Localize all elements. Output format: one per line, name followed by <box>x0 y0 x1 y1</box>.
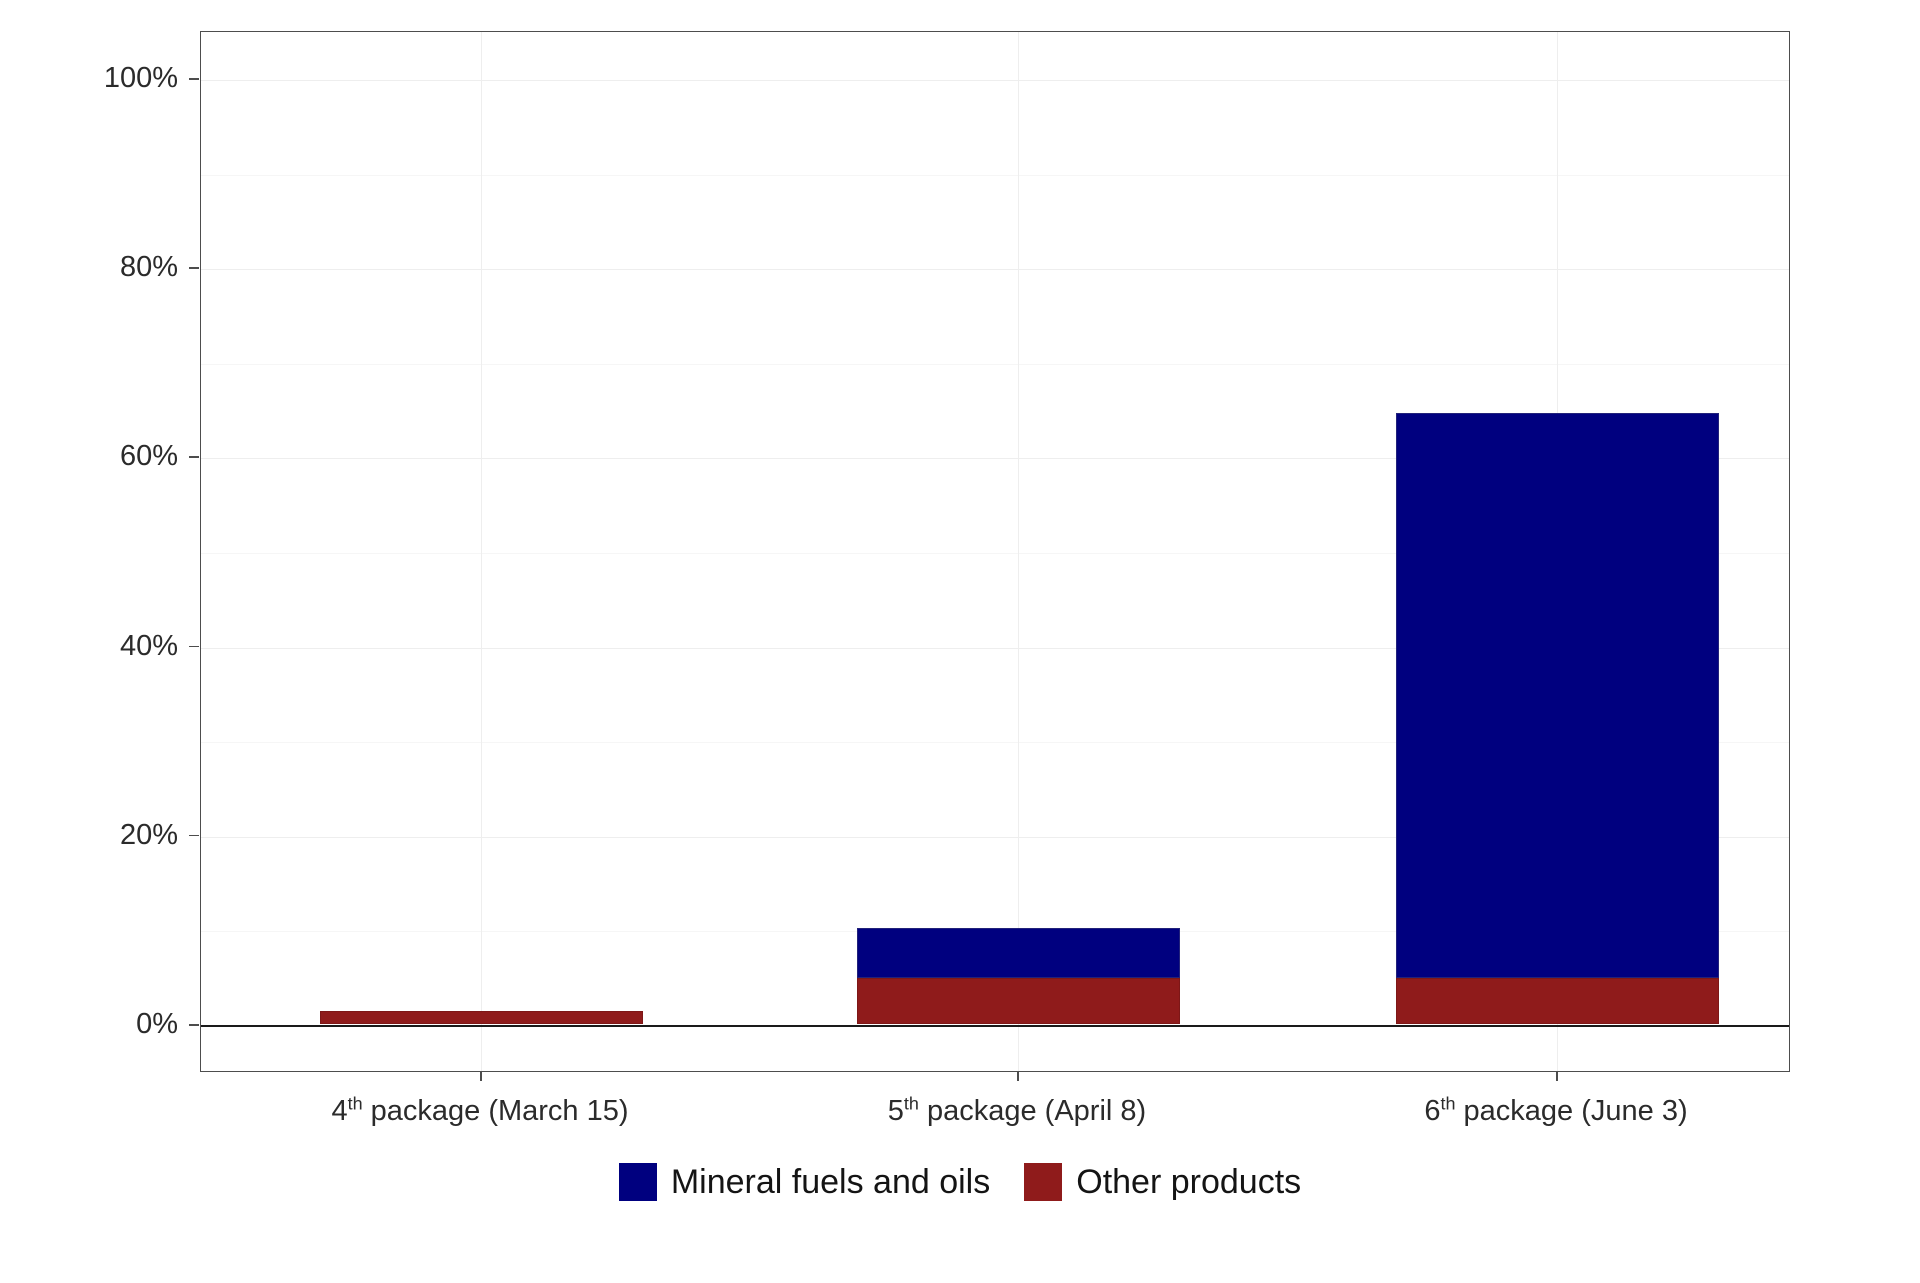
bar-stack[interactable] <box>319 1010 643 1024</box>
legend-entry[interactable]: Other products <box>1024 1163 1301 1201</box>
x-axis-tick-label: 5th package (April 8) <box>717 1094 1317 1127</box>
legend-entry[interactable]: Mineral fuels and oils <box>618 1163 991 1201</box>
x-label-ordinal: 5 <box>887 1095 904 1127</box>
y-axis-tick-mark <box>189 1024 199 1026</box>
x-label-ordinal: 4 <box>331 1095 348 1127</box>
gridline-vertical <box>481 32 482 1071</box>
x-axis-tick-mark <box>1017 1072 1019 1081</box>
y-axis-tick-label: 0% <box>136 1008 178 1040</box>
gridline-minor <box>201 174 1789 176</box>
y-axis-tick-mark <box>189 834 199 837</box>
x-axis-tick-label: 6th package (June 3) <box>1256 1094 1856 1127</box>
x-label-rest: package (June 3) <box>1455 1095 1688 1127</box>
x-axis-tick-mark <box>480 1072 482 1081</box>
y-axis-tick-mark <box>189 456 199 458</box>
zero-baseline <box>201 1025 1789 1027</box>
x-axis-tick-mark <box>1556 1072 1558 1081</box>
bar-segment-other-products[interactable] <box>856 977 1180 1024</box>
bar-segment-other-products[interactable] <box>319 1010 643 1024</box>
legend-label: Mineral fuels and oils <box>670 1163 991 1201</box>
bar-segment-mineral-fuels-and-oils[interactable] <box>1395 412 1719 978</box>
x-label-rest: package (April 8) <box>918 1095 1147 1127</box>
y-axis-tick-label: 20% <box>119 818 178 851</box>
plot-panel <box>200 31 1790 1072</box>
y-axis-tick-mark <box>189 645 199 648</box>
x-label-rest: package (March 15) <box>362 1095 629 1127</box>
x-label-ordinal-suffix: th <box>903 1093 919 1114</box>
chart-legend: Mineral fuels and oils Other products <box>0 1163 1920 1201</box>
x-label-ordinal-suffix: th <box>1440 1093 1456 1114</box>
bar-segment-other-products[interactable] <box>1395 977 1719 1024</box>
x-label-ordinal-suffix: th <box>347 1093 363 1114</box>
gridline-minor <box>201 363 1789 365</box>
y-axis-tick-label: 100% <box>103 62 178 94</box>
legend-swatch-icon <box>1024 1163 1063 1201</box>
bar-stack[interactable] <box>856 928 1180 1024</box>
y-axis-tick-label: 60% <box>119 440 178 473</box>
bar-segment-mineral-fuels-and-oils[interactable] <box>856 928 1180 978</box>
legend-swatch-icon <box>618 1163 657 1201</box>
gridline-major <box>201 269 1789 271</box>
x-axis-tick-label: 4th package (March 15) <box>180 1094 780 1127</box>
gridline-major <box>201 80 1789 81</box>
gridline-vertical <box>1018 32 1019 1071</box>
y-axis-tick-label: 40% <box>119 629 178 662</box>
y-axis-tick-label: 80% <box>119 251 178 284</box>
y-axis-tick-mark <box>189 267 199 269</box>
legend-label: Other products <box>1076 1163 1302 1201</box>
y-axis-tick-mark <box>189 78 199 80</box>
bar-stack[interactable] <box>1395 412 1719 1024</box>
x-label-ordinal: 6 <box>1424 1095 1441 1127</box>
